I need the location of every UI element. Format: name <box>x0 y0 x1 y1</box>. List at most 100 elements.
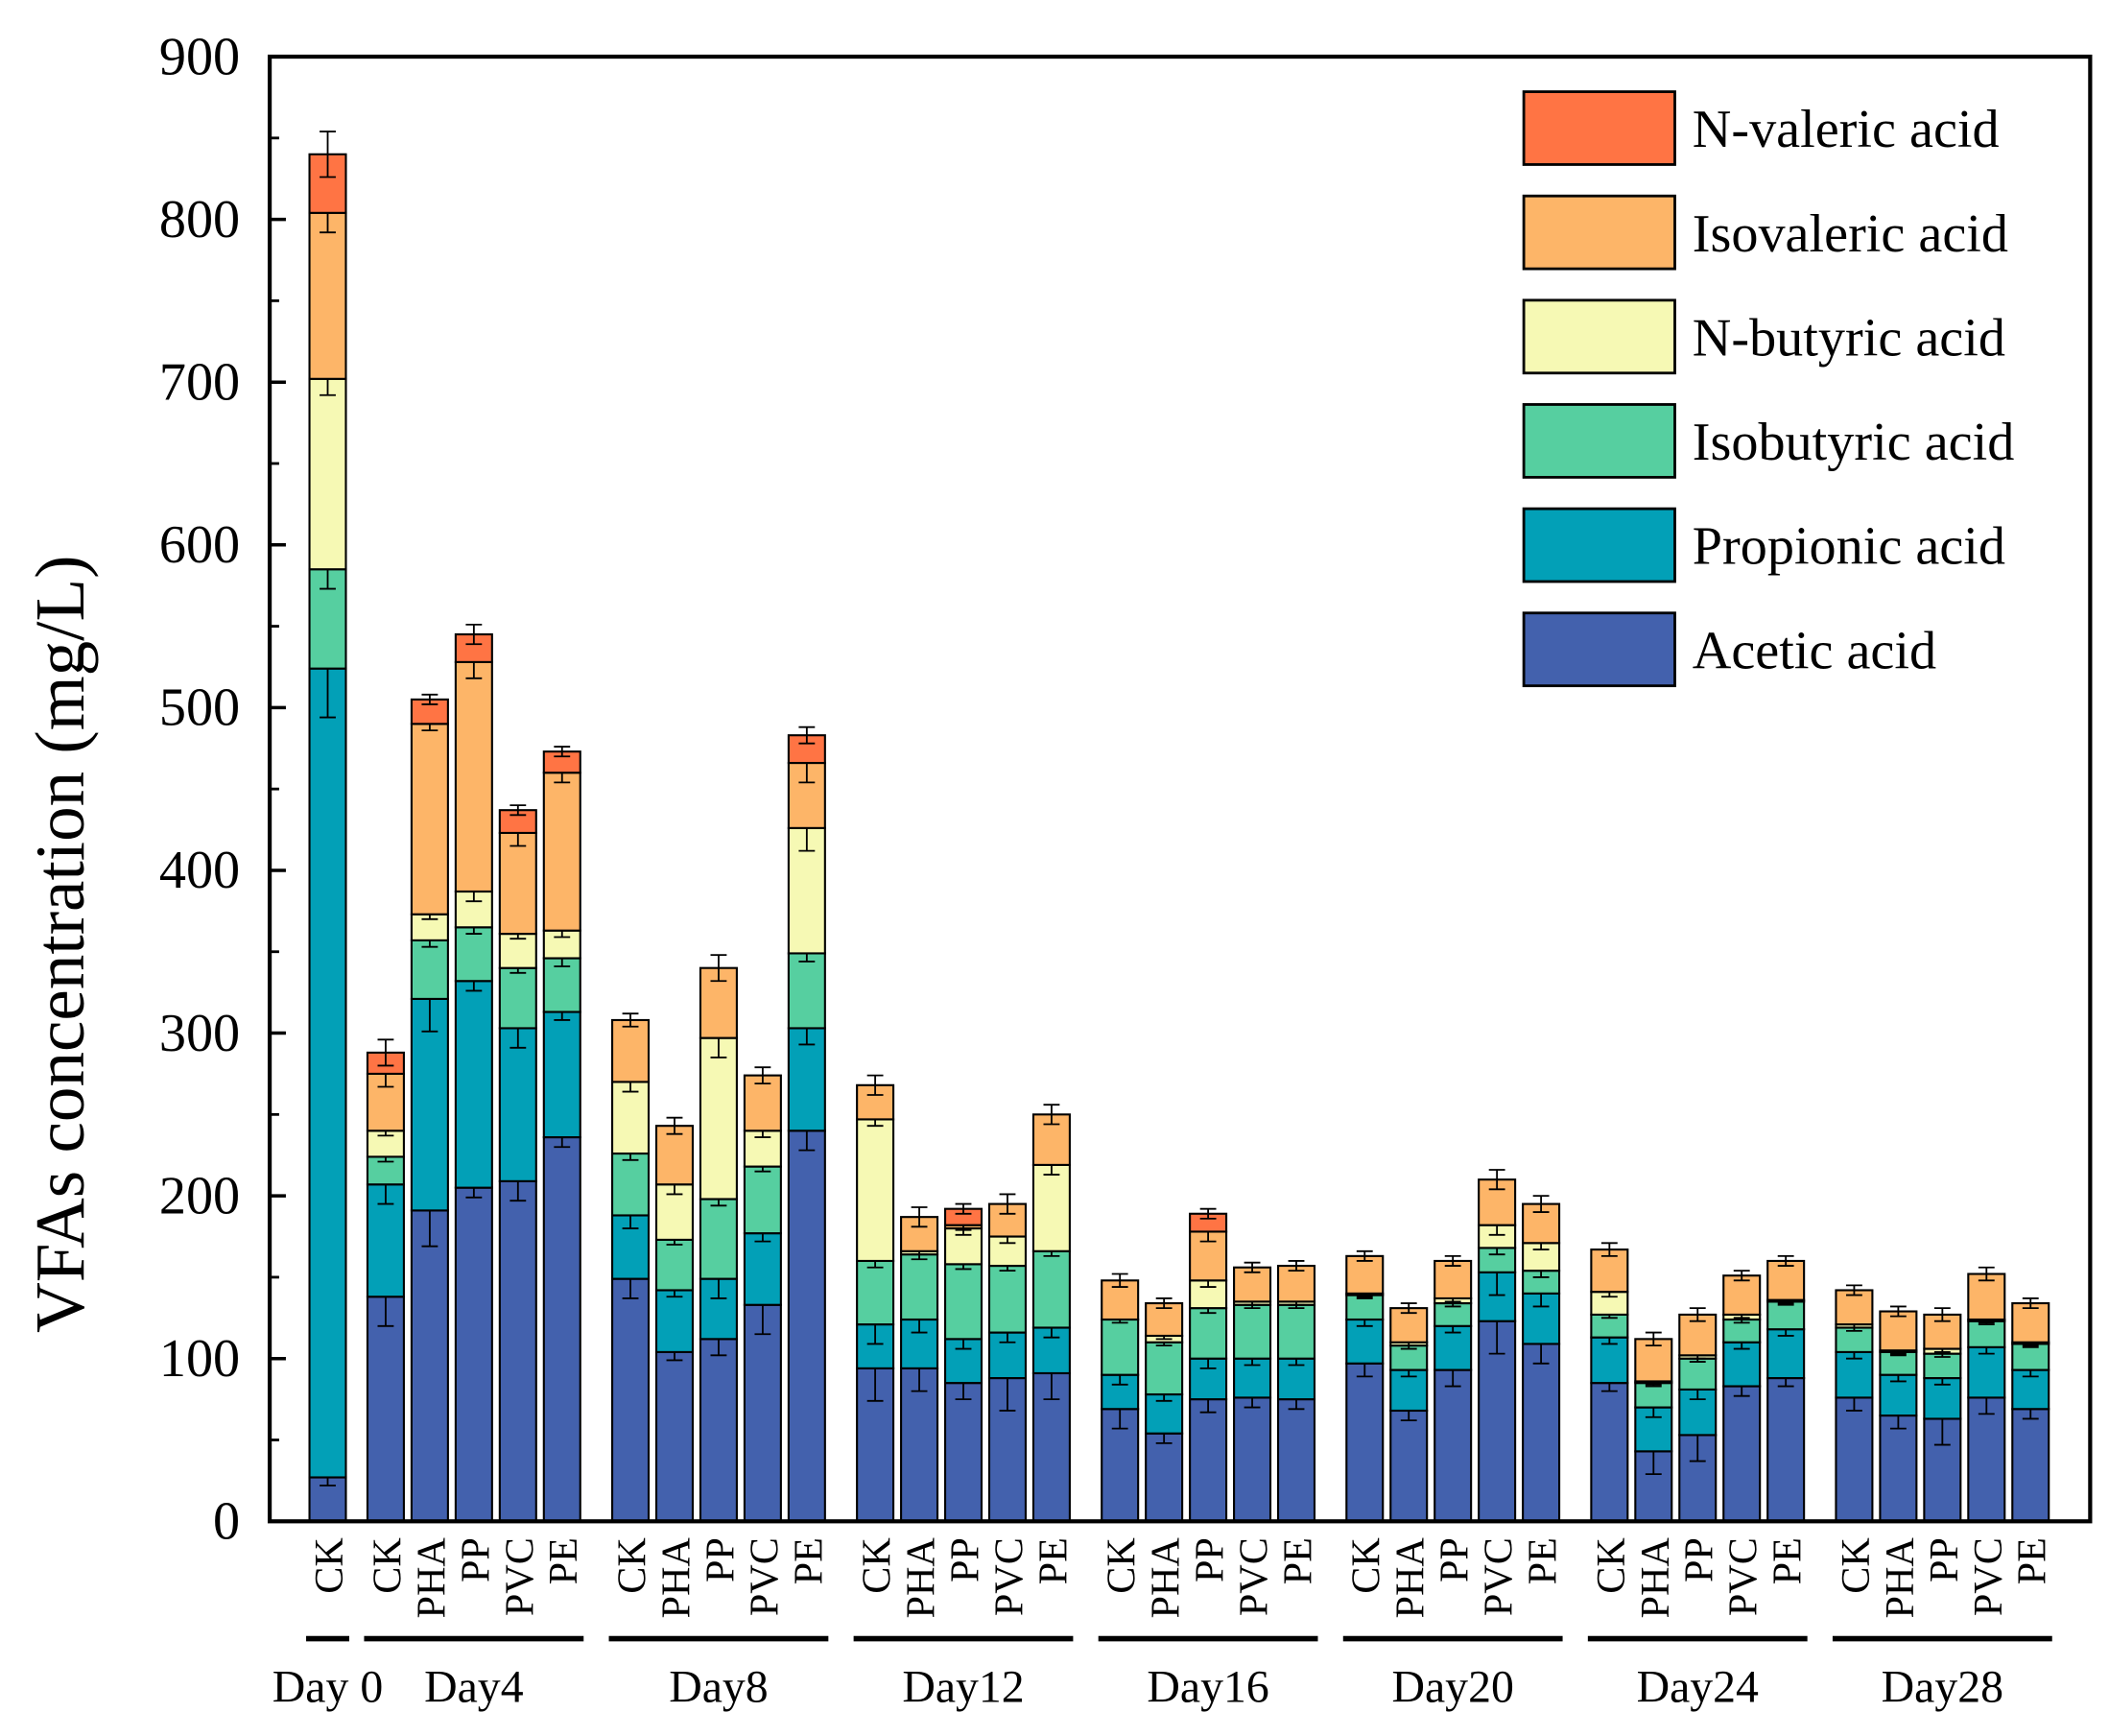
group-label: Day8 <box>669 1662 768 1713</box>
x-tick-label: CK <box>1834 1537 1879 1594</box>
bar-segment-isovaleric-acid <box>410 723 449 916</box>
bar-segment-isovaleric-acid <box>1879 1310 1918 1352</box>
x-tick-label: PVC <box>986 1537 1031 1616</box>
x-tick-label: PVC <box>1477 1537 1522 1616</box>
bar-segment-acetic-acid <box>542 1136 581 1523</box>
x-tick-label: PE <box>1765 1537 1811 1584</box>
bar-segment-isobutyric-acid <box>900 1253 939 1321</box>
x-tick-label: PHA <box>1878 1537 1923 1619</box>
x-tick-label: PHA <box>899 1537 944 1619</box>
x-tick-label: PE <box>786 1537 831 1584</box>
bar-segment-isovaleric-acid <box>1189 1230 1228 1282</box>
bar-segment-propionic-acid <box>1145 1392 1184 1435</box>
bar-segment-propionic-acid <box>308 667 347 1479</box>
bar-segment-isovaleric-acid <box>308 211 347 380</box>
bar-segment-acetic-acid <box>1189 1398 1228 1523</box>
bar-segment-isovaleric-acid <box>1766 1259 1806 1301</box>
legend-label: Propionic acid <box>1693 517 2005 577</box>
y-tick-label: 600 <box>159 515 240 575</box>
bar-segment-n-butyric-acid <box>308 377 347 571</box>
bar-segment-propionic-acid <box>410 997 449 1212</box>
bar-segment-isobutyric-acid <box>2011 1343 2050 1371</box>
bar-segment-acetic-acid <box>743 1303 782 1523</box>
bar-segment-acetic-acid <box>1145 1432 1184 1523</box>
group-label: Day20 <box>1391 1662 1513 1713</box>
bar-segment-acetic-acid <box>1276 1398 1316 1523</box>
bar-segment-acetic-acid <box>2011 1408 2050 1523</box>
x-tick-label: PHA <box>1144 1537 1189 1619</box>
legend-swatch <box>1522 403 1676 479</box>
bar-segment-acetic-acid <box>366 1296 405 1523</box>
bar-segment-isobutyric-acid <box>1189 1307 1228 1360</box>
bar-segment-propionic-acid <box>654 1289 695 1353</box>
bar-segment-acetic-acid <box>787 1130 826 1523</box>
x-tick-label: PP <box>1188 1537 1233 1582</box>
legend-label: Isovaleric acid <box>1693 204 2008 264</box>
bar-segment-acetic-acid <box>1835 1396 1874 1523</box>
x-tick-label: PHA <box>1388 1537 1434 1619</box>
bar-segment-isobutyric-acid <box>1276 1303 1316 1360</box>
bar-segment-isovaleric-acid <box>699 966 738 1039</box>
bar-segment-isovaleric-acid <box>1276 1264 1316 1303</box>
legend: N-valeric acid Isovaleric acid N-butyric a… <box>1522 90 2015 688</box>
bar-segment-acetic-acid <box>1766 1377 1806 1523</box>
bar-segment-isobutyric-acid <box>943 1263 983 1341</box>
bar-segment-n-butyric-acid <box>610 1081 651 1155</box>
group-label: Day12 <box>902 1662 1024 1713</box>
bars-layer <box>308 131 2050 1523</box>
bar-segment-acetic-acid <box>454 1186 493 1523</box>
x-tick-label: PE <box>1275 1537 1320 1584</box>
group-label: Day4 <box>424 1662 524 1713</box>
x-tick-label: PVC <box>1232 1537 1277 1616</box>
bar-segment-acetic-acid <box>1345 1362 1385 1523</box>
x-tick-label: PHA <box>653 1537 699 1619</box>
bar-segment-isobutyric-acid <box>1031 1249 1071 1329</box>
bar-segment-propionic-acid <box>498 1027 537 1182</box>
bar-segment-acetic-acid <box>699 1338 738 1523</box>
bar-segment-acetic-acid <box>610 1277 651 1523</box>
bar-segment-acetic-acid <box>498 1179 537 1523</box>
bar-segment-isobutyric-acid <box>498 966 537 1030</box>
x-tick-label: CK <box>307 1537 352 1594</box>
bar-segment-isobutyric-acid <box>654 1238 695 1292</box>
x-tick-label: CK <box>609 1537 654 1594</box>
bar-segment-isovaleric-acid <box>743 1074 782 1132</box>
bar-segment-propionic-acid <box>1722 1341 1762 1388</box>
legend-label: N-butyric acid <box>1693 308 2005 368</box>
x-tick-label: PVC <box>1966 1537 2011 1616</box>
y-tick-label: 900 <box>159 27 240 86</box>
bar-segment-acetic-acid <box>943 1382 983 1523</box>
bar-segment-n-butyric-acid <box>1031 1163 1071 1252</box>
bar-segment-isovaleric-acid <box>2011 1301 2050 1344</box>
x-tick-label: PVC <box>742 1537 787 1616</box>
group-label: Day 0 <box>273 1662 383 1713</box>
x-tick-label: PE <box>2010 1537 2055 1584</box>
y-tick-label: 400 <box>159 841 240 900</box>
bar-segment-isobutyric-acid <box>1145 1341 1184 1396</box>
bar-segment-isobutyric-acid <box>787 952 826 1030</box>
bar-segment-isovaleric-acid <box>454 660 493 893</box>
x-tick-label: PVC <box>1721 1537 1766 1616</box>
y-tick-label: 100 <box>159 1329 240 1389</box>
legend-swatch <box>1522 194 1676 271</box>
bar-segment-isobutyric-acid <box>699 1198 738 1280</box>
bar-segment-isobutyric-acid <box>410 939 449 1000</box>
bar-segment-isobutyric-acid <box>1766 1300 1806 1331</box>
legend-swatch <box>1522 611 1676 688</box>
x-tick-label: PE <box>1521 1537 1566 1584</box>
bar-segment-acetic-acid <box>1879 1415 1918 1523</box>
legend-label: Acetic acid <box>1693 621 1936 680</box>
bar-segment-isovaleric-acid <box>1722 1274 1762 1316</box>
x-tick-label: PP <box>698 1537 743 1582</box>
bar-segment-isobutyric-acid <box>987 1264 1028 1334</box>
bar-segment-isovaleric-acid <box>1434 1259 1473 1300</box>
bar-segment-isobutyric-acid <box>454 926 493 983</box>
bar-segment-isobutyric-acid <box>1101 1318 1140 1376</box>
bar-segment-isovaleric-acid <box>1345 1254 1385 1295</box>
bar-segment-acetic-acid <box>654 1350 695 1523</box>
legend-label: Isobutyric acid <box>1693 413 2015 472</box>
bar-segment-isobutyric-acid <box>1233 1303 1272 1360</box>
bar-segment-acetic-acid <box>1233 1396 1272 1523</box>
bar-segment-isobutyric-acid <box>856 1259 895 1326</box>
